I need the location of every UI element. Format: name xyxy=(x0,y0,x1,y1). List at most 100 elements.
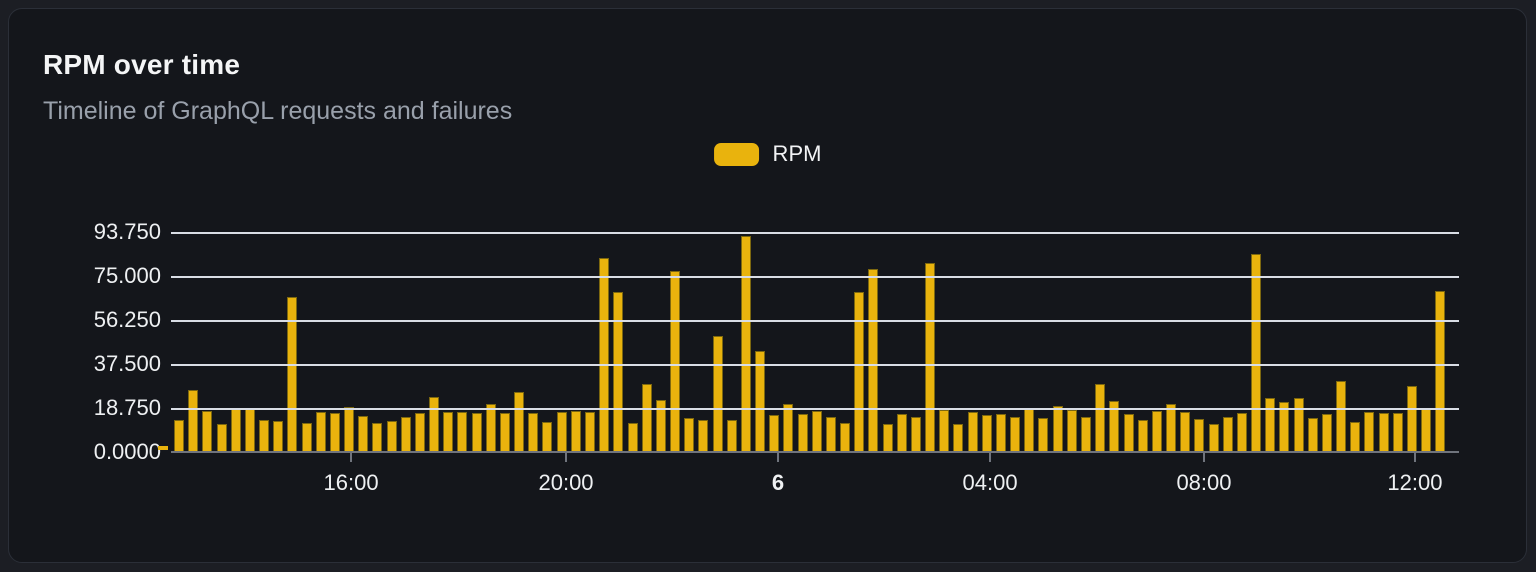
bar xyxy=(1038,418,1049,451)
bar xyxy=(1435,291,1446,451)
bar xyxy=(1421,409,1432,451)
bar xyxy=(797,414,808,451)
bar xyxy=(1378,413,1389,451)
bar xyxy=(811,411,822,451)
bar xyxy=(1251,254,1262,451)
bar xyxy=(1350,422,1361,451)
x-tick xyxy=(565,453,568,462)
y-tick-label: 75.000 xyxy=(93,263,161,288)
x-tick-label: 20:00 xyxy=(538,470,594,495)
bar xyxy=(755,351,766,451)
bar xyxy=(925,263,936,451)
bar xyxy=(740,236,751,451)
bar xyxy=(273,421,284,451)
bar xyxy=(684,418,695,451)
bar xyxy=(514,392,525,451)
x-tick xyxy=(777,453,780,462)
bar xyxy=(868,269,879,451)
bar xyxy=(712,336,723,451)
bar xyxy=(287,297,298,451)
chart-title: RPM over time xyxy=(43,49,241,80)
x-axis-line xyxy=(171,450,1459,453)
bar xyxy=(414,413,425,451)
legend[interactable]: RPM xyxy=(713,141,822,167)
bar xyxy=(372,423,383,451)
bar xyxy=(1321,414,1332,451)
bar xyxy=(1279,402,1290,451)
bar xyxy=(1081,417,1091,451)
x-tick-label: 16:00 xyxy=(323,470,379,495)
bar xyxy=(244,409,255,451)
bar xyxy=(1024,408,1035,451)
bar xyxy=(344,407,355,451)
bar xyxy=(542,422,553,451)
x-tick-label: 04:00 xyxy=(962,470,1018,495)
x-axis: 16:00 20:00 6 04:00 08:00 12:00 xyxy=(171,452,1459,512)
gridline xyxy=(171,408,1459,410)
bar xyxy=(1095,384,1106,451)
bar xyxy=(910,417,921,451)
bar xyxy=(315,412,326,451)
x-tick xyxy=(1413,453,1416,462)
bar xyxy=(1406,386,1417,451)
bar xyxy=(655,400,666,451)
bar xyxy=(953,424,964,451)
bar xyxy=(825,417,836,451)
bar xyxy=(259,420,270,451)
bar xyxy=(995,414,1006,451)
bar xyxy=(641,384,652,451)
y-tick-label: 93.750 xyxy=(93,219,161,244)
bar xyxy=(1336,381,1347,451)
bar xyxy=(1236,413,1247,451)
bar xyxy=(528,413,539,451)
bar xyxy=(216,424,227,451)
bar xyxy=(570,411,581,451)
x-tick-label: 12:00 xyxy=(1387,470,1443,495)
bar xyxy=(301,423,312,451)
bar xyxy=(783,404,794,451)
y-tick-label: 56.250 xyxy=(93,307,161,332)
bar xyxy=(1066,410,1077,451)
x-tick xyxy=(350,453,353,462)
bar xyxy=(1137,420,1148,451)
bar xyxy=(670,271,681,451)
bar xyxy=(1392,413,1403,451)
bar xyxy=(1010,417,1021,451)
y-tick-label: 0.0000 xyxy=(93,439,161,464)
legend-label-rpm: RPM xyxy=(772,141,822,166)
bar xyxy=(188,390,199,451)
bar xyxy=(174,420,184,451)
bar xyxy=(1166,404,1177,451)
bar xyxy=(981,415,992,451)
bar xyxy=(613,292,624,451)
bar xyxy=(840,423,851,451)
bar xyxy=(1151,411,1162,451)
bar xyxy=(896,414,907,451)
plot-area xyxy=(158,232,1459,453)
legend-swatch-rpm[interactable] xyxy=(713,142,759,166)
bar xyxy=(1123,414,1134,451)
bar xyxy=(584,412,595,451)
bar xyxy=(429,397,440,451)
bar xyxy=(499,413,510,451)
bar xyxy=(1265,398,1276,451)
bar xyxy=(202,411,213,451)
gridline xyxy=(171,320,1459,322)
bar xyxy=(386,421,397,451)
bar xyxy=(457,412,468,451)
y-axis-labels: 93.750 75.000 56.250 37.500 18.750 0.0000 xyxy=(9,9,161,562)
bar xyxy=(627,423,638,451)
bar xyxy=(230,409,241,451)
bar xyxy=(443,412,454,451)
bar xyxy=(400,417,411,451)
bar xyxy=(1293,398,1304,451)
x-tick xyxy=(1202,453,1205,462)
bar xyxy=(854,292,865,451)
x-tick-label: 6 xyxy=(771,470,785,495)
y-tick-label: 37.500 xyxy=(93,351,161,376)
bar xyxy=(599,258,610,451)
bar xyxy=(726,420,737,451)
bar xyxy=(1222,417,1233,451)
bar xyxy=(939,410,950,451)
bar xyxy=(556,412,567,451)
